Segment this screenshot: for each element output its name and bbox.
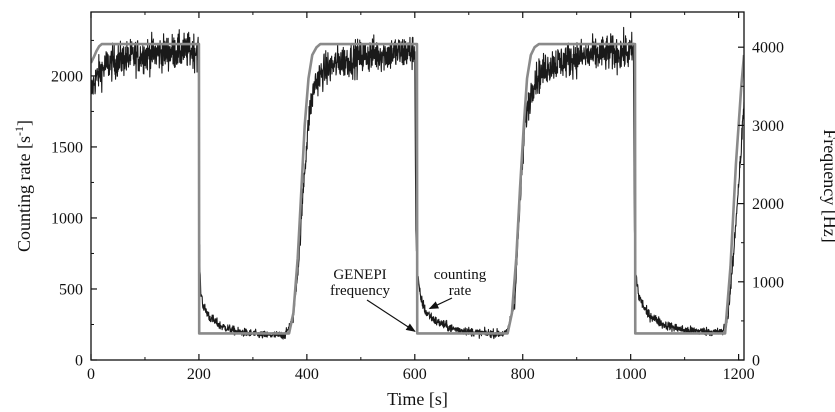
ticks-layer — [90, 12, 744, 361]
series-layer — [91, 26, 744, 340]
y-left-tick-label: 2000 — [51, 68, 83, 85]
x-axis-title: Time [s] — [387, 389, 448, 409]
annotations: GENEPI frequency counting rate — [330, 267, 487, 332]
tick-labels: 0 200 400 600 800 1000 12000500100015002000010… — [51, 40, 784, 383]
annotation-arrow-frequency — [366, 299, 416, 332]
y-right-tick-label: 2000 — [752, 196, 784, 213]
x-tick-label: 200 — [187, 366, 211, 383]
y-right-tick-label: 4000 — [752, 40, 784, 57]
annotation-arrow-counting-rate — [428, 297, 453, 310]
x-tick-label: 600 — [403, 366, 427, 383]
y-right-tick-label: 1000 — [752, 274, 784, 291]
plot-frame — [90, 11, 745, 361]
x-tick-label: 400 — [295, 366, 319, 383]
y-left-tick-label: 1000 — [51, 210, 83, 227]
y-axis-left-title: Counting rate [s-1] — [12, 120, 34, 252]
annotation-counting-rate: counting rate — [434, 267, 487, 299]
x-tick-label: 0 — [87, 366, 95, 383]
y-axis-right-title: Frequency [Hz] — [820, 129, 835, 242]
x-tick-label: 1200 — [723, 366, 755, 383]
y-left-tick-label: 1500 — [51, 139, 83, 156]
y-left-tick-label: 500 — [59, 281, 83, 298]
y-right-tick-label: 3000 — [752, 118, 784, 135]
x-tick-label: 1000 — [615, 366, 647, 383]
series-line-genepi-frequency — [91, 42, 744, 335]
annotation-genepi-frequency: GENEPI frequency — [330, 267, 390, 299]
y-left-tick-label: 0 — [75, 353, 83, 370]
x-tick-label: 800 — [511, 366, 535, 383]
y-right-tick-label: 0 — [752, 353, 760, 370]
